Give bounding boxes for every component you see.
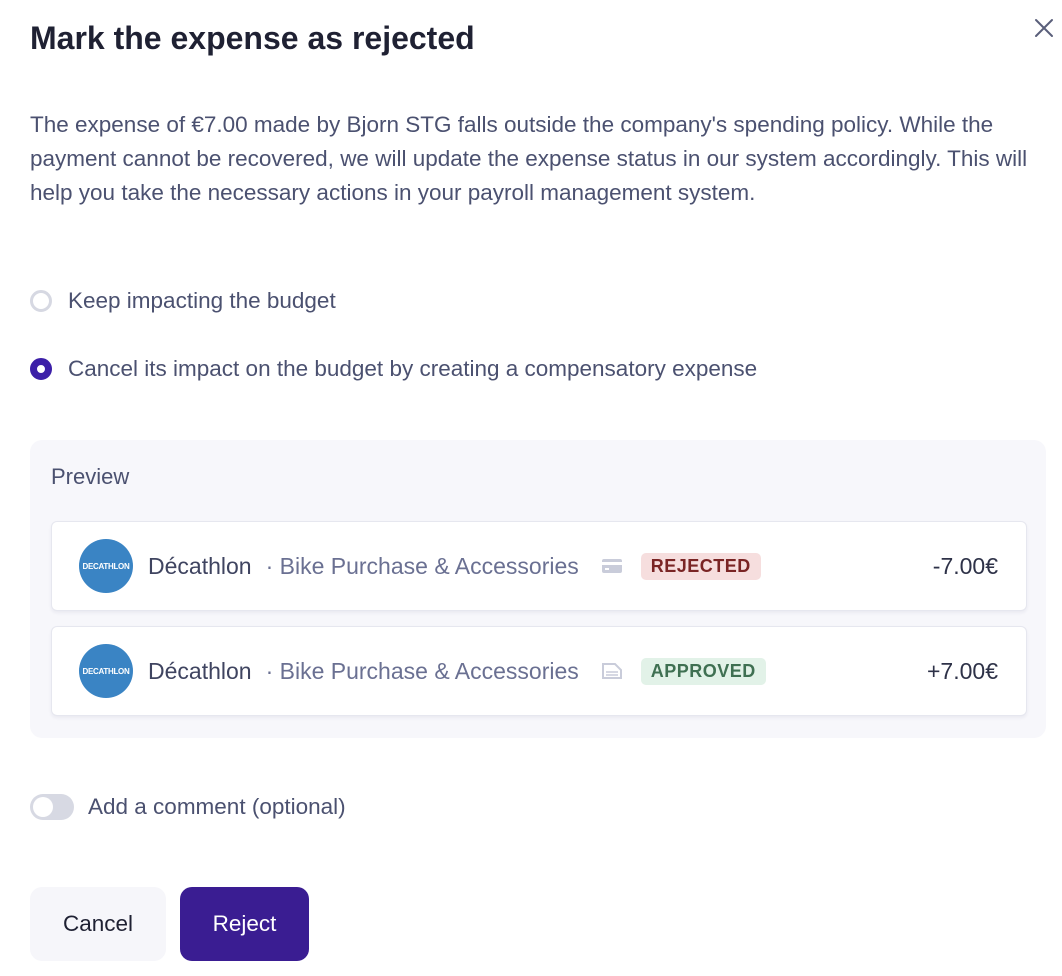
status-badge-approved: APPROVED [640,657,766,685]
close-icon[interactable] [1030,14,1058,42]
reject-button[interactable]: Reject [180,887,309,961]
option-cancel-impact[interactable]: Cancel its impact on the budget by creat… [30,356,757,382]
option-label: Keep impacting the budget [68,288,336,313]
credit-card-icon [601,559,622,573]
preview-panel: Preview DECATHLON Décathlon · Bike Purch… [30,440,1046,738]
preview-label: Preview [51,464,130,489]
cancel-button[interactable]: Cancel [30,887,166,961]
comment-toggle-label: Add a comment (optional) [88,794,346,819]
dialog-description: The expense of €7.00 made by Bjorn STG f… [30,112,1028,205]
amount: +7.00€ [927,657,998,684]
option-label: Cancel its impact on the budget by creat… [68,356,758,381]
radio-button[interactable] [30,290,52,312]
preview-row-rejected: DECATHLON Décathlon · Bike Purchase & Ac… [51,521,1027,611]
status-badge-rejected: REJECTED [640,552,761,580]
dialog-title: Mark the expense as rejected [30,20,475,56]
receipt-icon [601,663,622,679]
merchant-logo: DECATHLON [79,644,133,698]
preview-row-approved: DECATHLON Décathlon · Bike Purchase & Ac… [51,626,1027,716]
option-keep-impacting[interactable]: Keep impacting the budget [30,288,336,314]
merchant-name: Décathlon [148,552,252,579]
merchant-logo: DECATHLON [79,539,133,593]
radio-button-selected[interactable] [30,358,52,380]
expense-description: · Bike Purchase & Accessories [265,552,579,579]
comment-toggle-row[interactable]: Add a comment (optional) [30,794,346,820]
amount: -7.00€ [932,552,998,579]
merchant-name: Décathlon [148,657,252,684]
comment-toggle[interactable] [30,794,74,820]
expense-description: · Bike Purchase & Accessories [265,657,579,684]
